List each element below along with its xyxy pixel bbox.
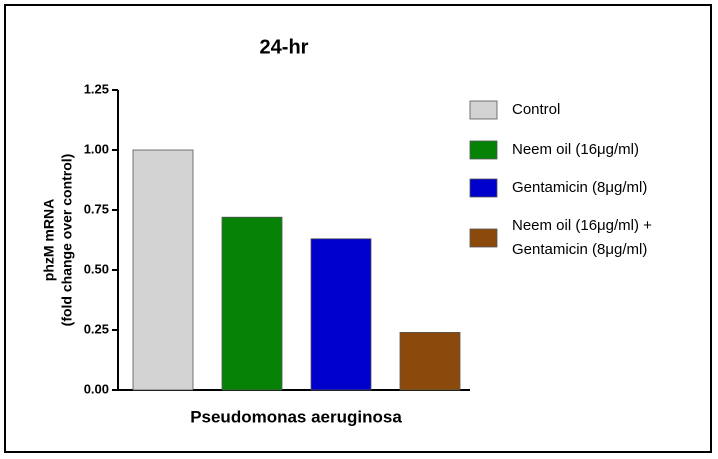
y-axis-label: (fold change over control) — [59, 154, 75, 327]
legend-swatch — [469, 140, 498, 160]
y-tick-label: 0.50 — [84, 261, 109, 276]
bar — [399, 331, 461, 391]
y-tick-label: 0.00 — [84, 381, 109, 396]
x-tick-label: Pseudomonas aeruginosa — [190, 407, 402, 426]
legend-label: Neem oil (16μg/ml) + Gentamicin (8μg/ml) — [512, 217, 652, 258]
legend-label: Neem oil (16μg/ml) — [512, 141, 639, 158]
bar — [221, 216, 283, 391]
legend-swatch — [469, 228, 498, 248]
y-tick-label: 1.00 — [84, 141, 109, 156]
y-tick-label: 1.25 — [84, 81, 109, 96]
legend-swatch — [469, 100, 498, 120]
legend-label-line: Neem oil (16μg/ml) + — [512, 217, 652, 234]
y-axis-label: phzM mRNA — [41, 199, 57, 281]
y-tick-label: 0.75 — [84, 201, 109, 216]
legend-swatch — [469, 178, 498, 198]
bar — [132, 149, 194, 391]
bar — [310, 238, 372, 391]
frame — [4, 4, 712, 453]
legend-label-line: Gentamicin (8μg/ml) — [512, 241, 647, 258]
legend-label: Control — [512, 101, 560, 118]
chart-title: 24-hr — [260, 36, 309, 58]
legend-label: Gentamicin (8μg/ml) — [512, 179, 647, 196]
y-tick-label: 0.25 — [84, 321, 109, 336]
